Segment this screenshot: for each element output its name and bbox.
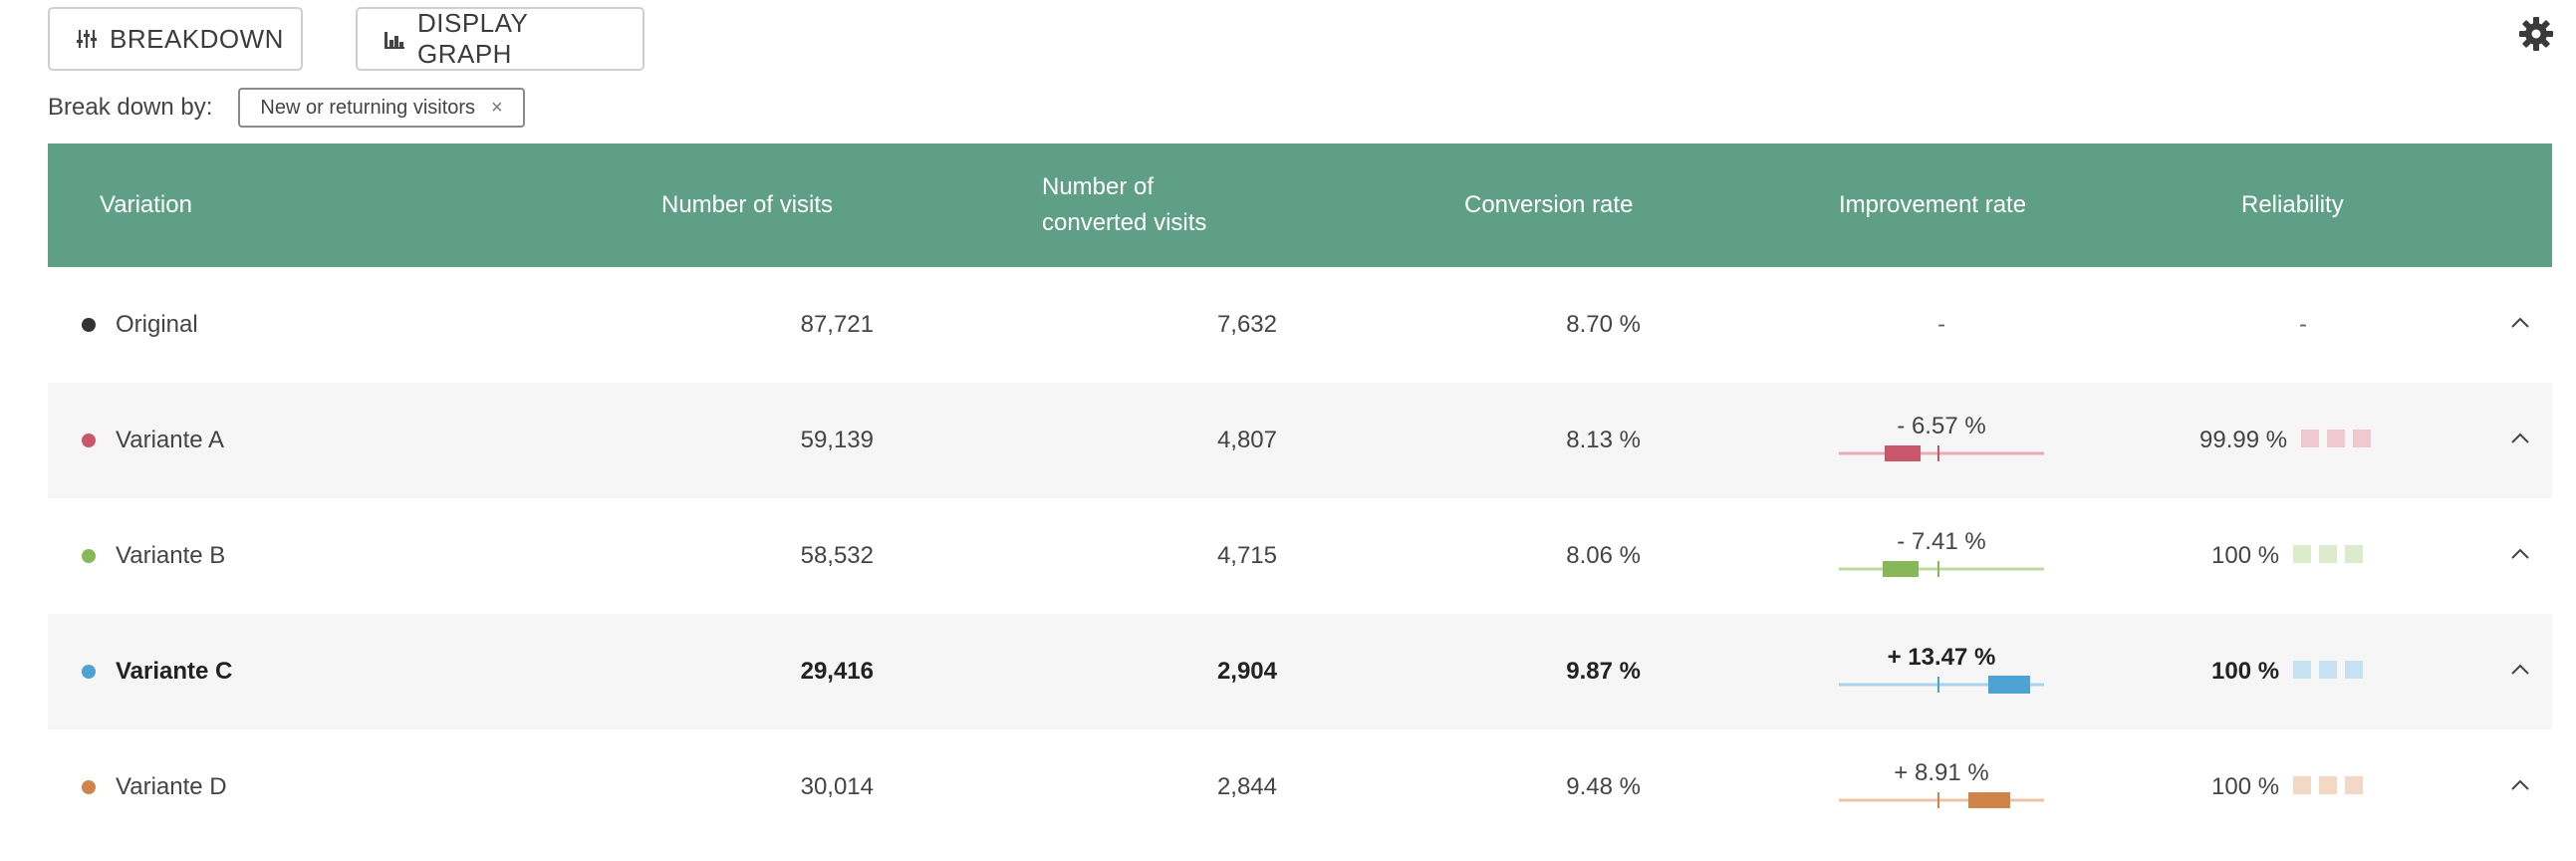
improvement-range-bar [1839,676,2044,694]
visits-value: 30,014 [800,773,874,800]
chevron-up-icon[interactable] [2508,311,2532,335]
reliability-meter [2293,773,2371,801]
reliability-value: 99.99 % [2199,427,2288,453]
improvement-range-bar [1839,792,2044,808]
variation-dot [82,549,96,563]
display-graph-button[interactable]: DISPLAY GRAPH [356,7,644,71]
converted-value: 2,904 [1216,658,1277,685]
variation-name: Variante B [116,542,226,569]
improvement-cell: - 7.41 % [1837,498,2046,614]
visits-value: 58,532 [800,542,874,569]
improvement-range-bar [1839,561,2044,577]
chevron-up-icon[interactable] [2508,658,2532,682]
chevron-up-icon[interactable] [2508,427,2532,450]
reliability-value: 100 % [2211,658,2280,685]
improvement-cell: + 8.91 % [1837,729,2046,845]
converted-value: 4,715 [1216,542,1277,569]
display-graph-button-label: DISPLAY GRAPH [417,8,528,69]
table-header: Variation Number of visits Number of con… [48,144,2552,267]
header-rate: Conversion rate [1464,191,1634,218]
rate-value: 9.48 % [1566,773,1641,800]
improvement-value: - [1937,311,1945,338]
breakdown-chip-label: New or returning visitors [260,96,476,119]
table-row[interactable]: Variante D 30,014 2,844 9.48 % + 8.91 % … [48,729,2552,845]
rate-value: 9.87 % [1566,658,1641,685]
converted-value: 2,844 [1216,773,1277,800]
converted-value: 4,807 [1216,427,1277,453]
close-icon[interactable]: × [491,96,503,119]
table-row[interactable]: Variante A 59,139 4,807 8.13 % - 6.57 % … [48,383,2552,498]
visits-value: 59,139 [800,427,874,453]
variation-dot [82,433,96,447]
header-converted-line2: converted visits [1042,209,1207,236]
visits-value: 87,721 [800,311,874,338]
reliability-cell: 100 % [2211,498,2470,614]
breakdown-label: Break down by: [48,94,213,121]
variation-name: Variante D [116,773,227,800]
rate-value: 8.06 % [1566,542,1641,569]
breakdown-row: Break down by: New or returning visitors… [48,88,525,128]
variation-name: Original [116,311,198,338]
reliability-meter [2301,427,2379,454]
header-visits: Number of visits [661,191,834,218]
variation-name: Variante A [116,427,224,453]
breakdown-button-label: BREAKDOWN [110,23,284,54]
reliability-value: 100 % [2211,773,2280,800]
table-row[interactable]: Variante B 58,532 4,715 8.06 % - 7.41 % … [48,498,2552,614]
improvement-range-bar [1839,445,2044,461]
visits-value: 29,416 [800,658,874,685]
improvement-cell: - 6.57 % [1837,383,2046,498]
reliability-value: - [2299,311,2307,338]
breakdown-button[interactable]: BREAKDOWN [48,7,303,71]
improvement-cell: + 13.47 % [1837,614,2046,729]
table-row[interactable]: Original 87,721 7,632 8.70 % - - [48,267,2552,383]
header-converted-line1: Number of [1042,173,1155,200]
variation-dot [82,318,96,332]
table-row[interactable]: Variante C 29,416 2,904 9.87 % + 13.47 %… [48,614,2552,729]
reliability-cell: 99.99 % [2199,383,2458,498]
toolbar: BREAKDOWN DISPLAY GRAPH [48,7,644,71]
converted-value: 7,632 [1216,311,1277,338]
reliability-meter [2293,542,2371,570]
chevron-up-icon[interactable] [2508,542,2532,566]
improvement-value: + 13.47 % [1887,644,1996,671]
improvement-value: - 7.41 % [1897,528,1986,555]
improvement-value: - 6.57 % [1897,413,1986,439]
gear-icon[interactable] [2518,16,2554,52]
improvement-cell: - [1837,267,2046,383]
reliability-value: 100 % [2211,542,2280,569]
header-improvement: Improvement rate [1839,191,2027,218]
header-converted: Number of converted visits [1042,144,1206,267]
bar-chart-icon [385,32,404,49]
rate-value: 8.13 % [1566,427,1641,453]
breakdown-chip[interactable]: New or returning visitors × [238,88,525,128]
reliability-cell: 100 % [2211,729,2470,845]
improvement-value: + 8.91 % [1894,759,1989,786]
rate-value: 8.70 % [1566,311,1641,338]
reliability-meter [2293,658,2371,686]
reliability-cell: 100 % [2211,614,2470,729]
chevron-up-icon[interactable] [2508,773,2532,797]
variation-dot [82,780,96,794]
header-reliability: Reliability [2241,191,2344,218]
variation-name: Variante C [116,658,233,685]
variation-dot [82,665,96,679]
sliders-icon [77,30,97,48]
header-variation: Variation [100,191,192,218]
